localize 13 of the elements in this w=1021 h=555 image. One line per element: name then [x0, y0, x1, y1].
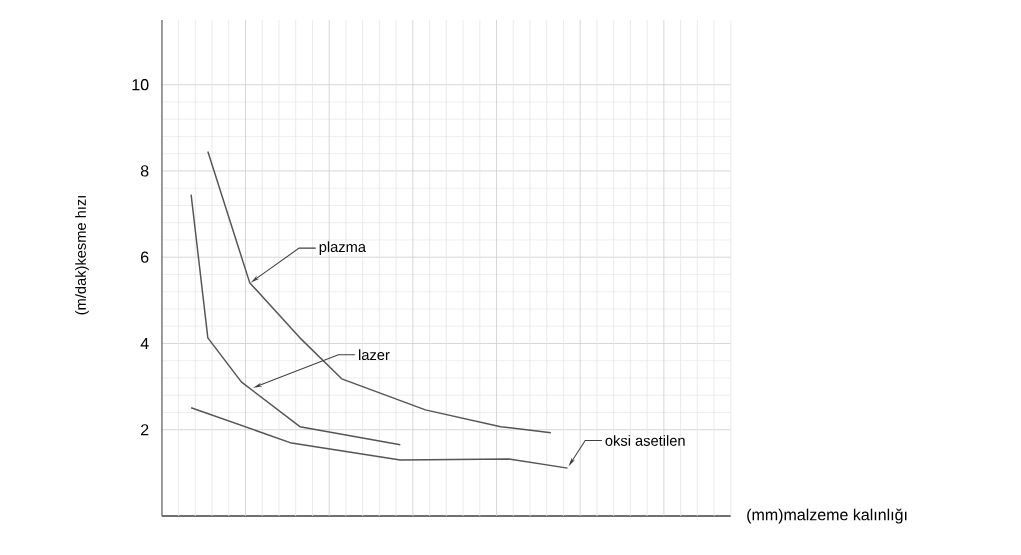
- line-series: [190, 406, 569, 469]
- line-series: [207, 150, 552, 434]
- y-tick-label: 8: [140, 165, 149, 177]
- annotation: plazma: [319, 241, 366, 255]
- annotation: oksi asetilen: [605, 435, 685, 446]
- y-tick-label: 4: [140, 337, 149, 349]
- x-axis-title: (mm)malzeme kalınlığı: [747, 508, 907, 524]
- y-axis-title: (m/dak)kesme hızı: [75, 196, 89, 315]
- y-tick-label: 6: [141, 251, 149, 263]
- line-series: [190, 193, 402, 446]
- y-tick-label: 2: [141, 424, 149, 436]
- y-tick-label: 10: [132, 79, 149, 91]
- annotation: lazer: [359, 349, 390, 361]
